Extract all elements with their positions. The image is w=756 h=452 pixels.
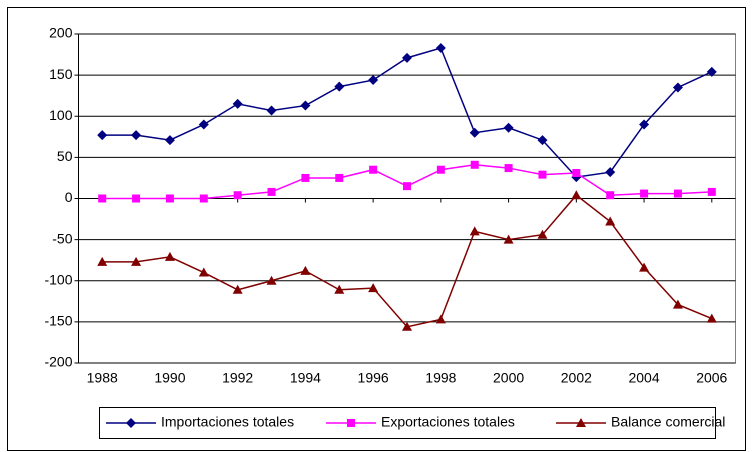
legend-marker <box>126 418 136 428</box>
marker <box>164 251 175 261</box>
marker <box>504 164 513 173</box>
marker <box>572 169 581 178</box>
x-tick-label: 2006 <box>696 370 727 386</box>
marker <box>470 160 479 169</box>
marker <box>369 165 378 174</box>
x-tick-label: 2000 <box>493 370 524 386</box>
marker <box>267 187 276 196</box>
y-tick-label: -50 <box>52 230 72 246</box>
y-tick-label: 200 <box>49 25 73 41</box>
marker <box>402 321 412 331</box>
marker <box>97 130 108 141</box>
marker <box>131 256 142 266</box>
marker <box>97 256 108 266</box>
marker <box>605 167 616 178</box>
marker <box>673 189 682 198</box>
marker <box>436 165 445 174</box>
marker <box>334 284 345 294</box>
marker <box>435 314 446 324</box>
legend-box <box>99 407 716 439</box>
marker <box>368 75 379 86</box>
marker <box>403 182 411 191</box>
marker <box>131 130 142 141</box>
marker <box>368 283 379 293</box>
marker <box>469 127 480 138</box>
y-tick-label: 50 <box>57 148 73 164</box>
marker <box>707 187 716 196</box>
marker <box>435 42 446 53</box>
y-tick-label: 100 <box>49 107 73 123</box>
marker <box>198 267 209 277</box>
legend-label: Importaciones totales <box>161 414 294 430</box>
x-tick-label: 2002 <box>561 370 592 386</box>
marker <box>164 135 175 146</box>
legend-marker <box>347 419 355 427</box>
marker <box>503 122 514 133</box>
x-tick-label: 1996 <box>358 370 389 386</box>
marker <box>165 194 174 203</box>
marker <box>300 265 311 275</box>
marker <box>198 119 209 130</box>
marker <box>639 119 650 130</box>
x-tick-label: 1998 <box>425 370 456 386</box>
marker <box>402 52 412 63</box>
marker <box>571 190 582 200</box>
marker <box>503 234 514 244</box>
marker <box>672 82 683 93</box>
marker <box>266 105 277 116</box>
y-tick-label: -150 <box>44 313 72 329</box>
marker <box>335 173 344 182</box>
marker <box>538 170 547 179</box>
y-tick-label: -200 <box>44 354 72 370</box>
marker <box>606 191 615 200</box>
marker <box>232 284 243 294</box>
y-tick-label: -100 <box>44 271 72 287</box>
legend-label: Balance comercial <box>611 414 725 430</box>
marker <box>334 81 345 92</box>
marker <box>132 194 141 203</box>
x-tick-label: 1994 <box>290 370 321 386</box>
marker <box>537 229 548 239</box>
marker <box>266 275 277 285</box>
x-tick-label: 1988 <box>87 370 118 386</box>
x-tick-label: 1990 <box>154 370 185 386</box>
y-tick-label: 150 <box>49 66 73 82</box>
marker <box>605 216 616 226</box>
marker <box>706 313 717 323</box>
marker <box>301 173 310 182</box>
marker <box>300 100 311 111</box>
marker <box>640 189 649 198</box>
legend-marker <box>576 418 586 427</box>
marker <box>537 135 548 146</box>
x-tick-label: 2004 <box>628 370 659 386</box>
marker <box>232 98 243 109</box>
marker <box>639 262 650 272</box>
legend-label: Exportaciones totales <box>381 414 515 430</box>
marker <box>98 194 107 203</box>
marker <box>672 299 683 309</box>
marker <box>469 226 480 236</box>
marker <box>233 191 242 200</box>
marker <box>199 194 208 203</box>
y-tick-label: 0 <box>65 189 73 205</box>
marker <box>706 66 717 77</box>
x-tick-label: 1992 <box>222 370 253 386</box>
